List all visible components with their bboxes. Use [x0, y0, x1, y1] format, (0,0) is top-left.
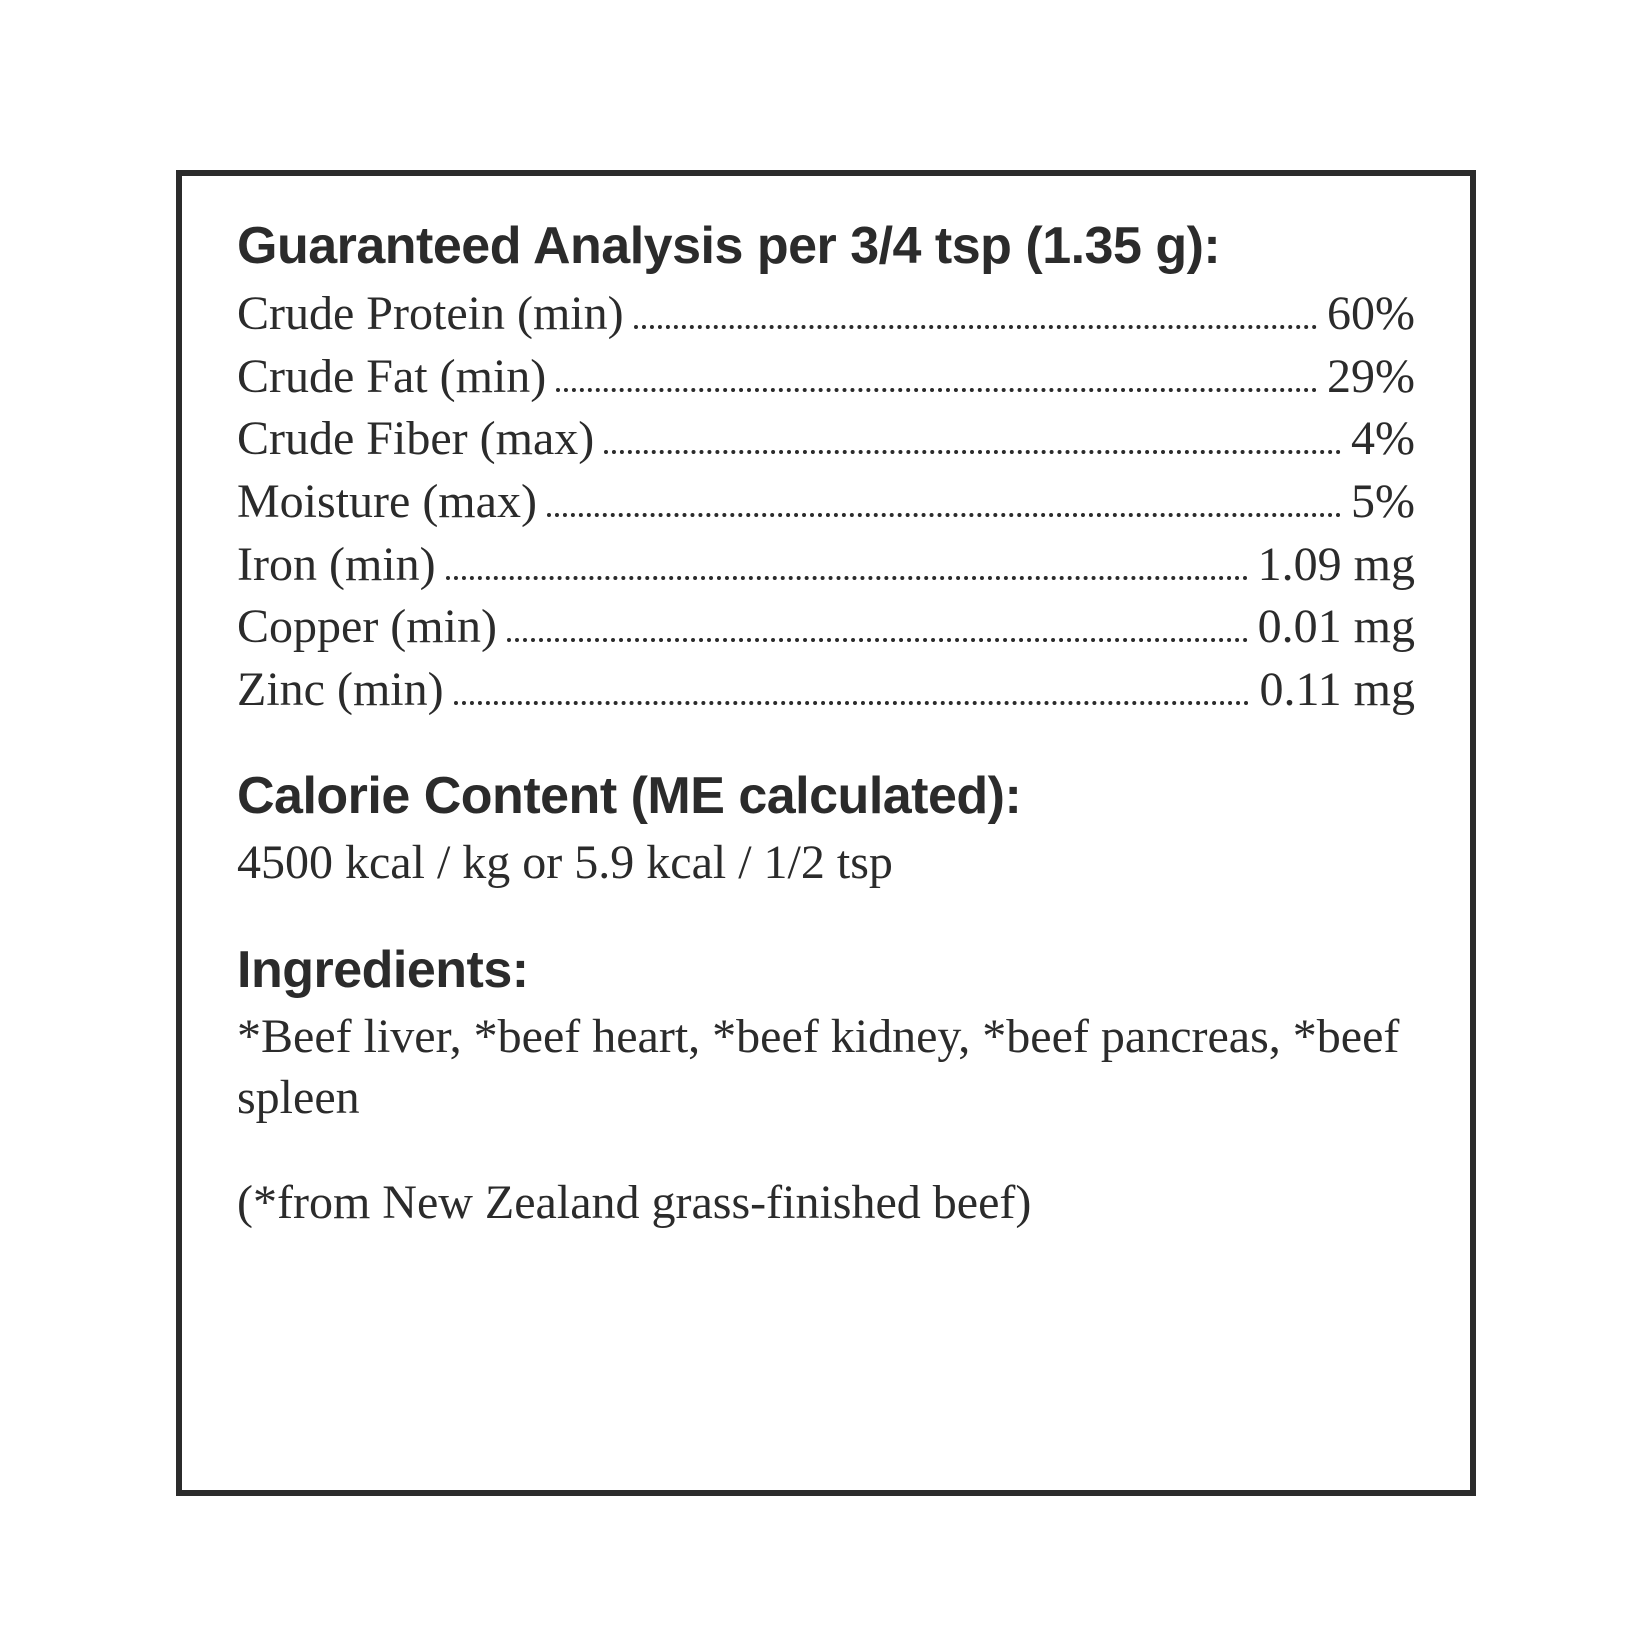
leader-dots	[507, 595, 1248, 642]
analysis-row: Iron (min) 1.09 mg	[237, 533, 1415, 596]
analysis-heading: Guaranteed Analysis per 3/4 tsp (1.35 g)…	[237, 216, 1415, 276]
analysis-value: 1.09 mg	[1258, 534, 1415, 595]
calorie-section: Calorie Content (ME calculated): 4500 kc…	[237, 766, 1415, 893]
calorie-text: 4500 kcal / kg or 5.9 kcal / 1/2 tsp	[237, 832, 1415, 893]
analysis-row: Moisture (max) 5%	[237, 470, 1415, 533]
analysis-value: 0.11 mg	[1259, 659, 1415, 720]
analysis-row: Copper (min) 0.01 mg	[237, 595, 1415, 658]
analysis-value: 60%	[1327, 283, 1415, 344]
analysis-label: Moisture (max)	[237, 471, 537, 532]
analysis-row: Crude Fat (min) 29%	[237, 345, 1415, 408]
analysis-row: Crude Protein (min) 60%	[237, 282, 1415, 345]
analysis-table: Crude Protein (min) 60% Crude Fat (min) …	[237, 282, 1415, 720]
ingredients-section: Ingredients: *Beef liver, *beef heart, *…	[237, 940, 1415, 1129]
analysis-value: 0.01 mg	[1258, 596, 1415, 657]
calorie-heading: Calorie Content (ME calculated):	[237, 766, 1415, 826]
ingredients-text: *Beef liver, *beef heart, *beef kidney, …	[237, 1006, 1415, 1129]
analysis-label: Iron (min)	[237, 534, 436, 595]
leader-dots	[604, 407, 1341, 454]
leader-dots	[556, 345, 1317, 392]
analysis-label: Crude Protein (min)	[237, 283, 624, 344]
analysis-row: Crude Fiber (max) 4%	[237, 407, 1415, 470]
analysis-value: 5%	[1351, 471, 1415, 532]
analysis-value: 4%	[1351, 408, 1415, 469]
analysis-label: Crude Fat (min)	[237, 346, 546, 407]
analysis-row: Zinc (min) 0.11 mg	[237, 658, 1415, 721]
ingredients-heading: Ingredients:	[237, 940, 1415, 1000]
leader-dots	[547, 470, 1341, 517]
nutrition-panel: Guaranteed Analysis per 3/4 tsp (1.35 g)…	[176, 170, 1476, 1496]
leader-dots	[446, 533, 1248, 580]
analysis-label: Zinc (min)	[237, 659, 444, 720]
leader-dots	[634, 282, 1317, 329]
footnote: (*from New Zealand grass-finished beef)	[237, 1175, 1415, 1230]
analysis-value: 29%	[1327, 346, 1415, 407]
analysis-label: Copper (min)	[237, 596, 497, 657]
leader-dots	[454, 658, 1250, 705]
analysis-label: Crude Fiber (max)	[237, 408, 594, 469]
